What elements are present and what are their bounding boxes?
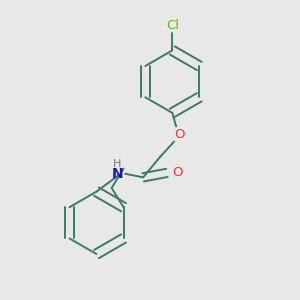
Text: O: O	[175, 128, 185, 141]
Text: H: H	[113, 159, 121, 169]
Text: N: N	[112, 167, 124, 181]
Text: O: O	[172, 167, 182, 179]
Text: Cl: Cl	[166, 19, 179, 32]
